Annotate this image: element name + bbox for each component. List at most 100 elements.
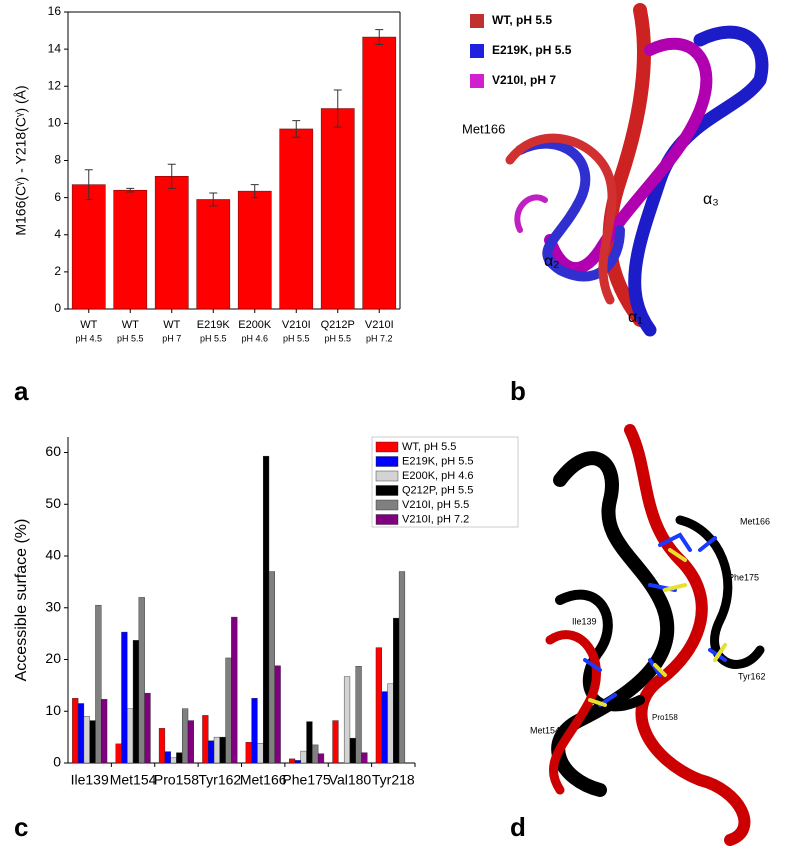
y-tick-label: 10 xyxy=(48,116,62,130)
legend-swatch xyxy=(470,74,484,88)
bar xyxy=(343,676,351,764)
bar xyxy=(89,720,96,764)
bar xyxy=(317,753,325,764)
error-bar xyxy=(333,89,342,128)
bar xyxy=(187,720,194,764)
error-bar xyxy=(84,169,93,200)
x-tick-label: WT xyxy=(80,319,97,331)
x-tick-sublabel: pH 5.5 xyxy=(283,333,310,343)
bar xyxy=(274,665,281,764)
bar xyxy=(170,757,177,764)
structure-label: Ile139 xyxy=(572,616,597,626)
structure-label: Phe175 xyxy=(728,572,759,582)
legend-label: V210I, pH 7.2 xyxy=(402,513,469,525)
bar xyxy=(237,190,272,310)
bar xyxy=(196,199,231,310)
y-tick-label: 4 xyxy=(54,227,61,241)
ribbon xyxy=(555,589,645,712)
x-tick-label: Met154 xyxy=(110,772,157,788)
bar xyxy=(127,708,134,764)
x-tick-label: WT xyxy=(163,319,180,331)
bar xyxy=(208,740,215,764)
bar xyxy=(164,751,171,764)
legend-label: E219K, pH 5.5 xyxy=(492,43,572,57)
bar xyxy=(182,708,189,764)
structure-label: α₃ xyxy=(703,191,719,208)
bar xyxy=(361,752,368,764)
bar xyxy=(393,617,400,764)
x-tick-sublabel: pH 7.2 xyxy=(366,333,393,343)
panel-label: c xyxy=(14,812,28,842)
bar xyxy=(231,616,238,764)
legend-swatch xyxy=(375,514,399,525)
structure-label: α₂ xyxy=(544,253,559,270)
bar xyxy=(362,36,397,310)
bar xyxy=(113,189,148,310)
y-tick-label: 20 xyxy=(45,650,61,666)
bar xyxy=(245,742,252,764)
legend-label: WT, pH 5.5 xyxy=(492,13,552,27)
x-tick-label: Val180 xyxy=(329,772,372,788)
legend-label: E219K, pH 5.5 xyxy=(402,455,474,467)
x-tick-label: E200K xyxy=(238,319,272,331)
error-bar xyxy=(250,184,259,199)
bar xyxy=(225,657,232,764)
y-tick-label: 6 xyxy=(54,190,61,204)
x-tick-sublabel: pH 7 xyxy=(162,333,181,343)
x-tick-sublabel: pH 5.5 xyxy=(117,333,144,343)
error-bar xyxy=(292,120,301,138)
ribbon xyxy=(544,37,713,275)
error-bar xyxy=(209,192,218,207)
x-tick-label: Pro158 xyxy=(154,772,199,788)
side-chain xyxy=(588,548,727,707)
panel-label: a xyxy=(14,376,29,406)
bar xyxy=(72,698,79,764)
x-tick-sublabel: pH 5.5 xyxy=(324,333,351,343)
panel-label: b xyxy=(510,376,526,406)
bar xyxy=(154,176,189,310)
bar xyxy=(71,184,106,310)
bar xyxy=(144,692,151,764)
bar xyxy=(262,455,270,764)
y-tick-label: 30 xyxy=(45,598,61,614)
y-axis-label: M166(Cᵞ) - Y218(Cᵞ) (Å) xyxy=(13,85,29,235)
y-tick-label: 50 xyxy=(45,495,61,511)
y-axis-label: Accessible surface (%) xyxy=(13,519,30,682)
bar xyxy=(132,640,140,764)
x-tick-label: Tyr162 xyxy=(198,772,241,788)
bar xyxy=(398,571,406,764)
bar xyxy=(257,743,264,764)
bar xyxy=(268,571,275,764)
y-tick-label: 0 xyxy=(54,301,61,315)
legend-swatch xyxy=(375,470,399,482)
legend-label: V210I, pH 7 xyxy=(492,73,556,87)
structure-label: Tyr162 xyxy=(738,671,766,681)
error-bar xyxy=(126,187,135,193)
panel-label: d xyxy=(510,812,526,842)
ribbon xyxy=(675,515,765,669)
structure-label: Pro158 xyxy=(652,713,678,722)
bar xyxy=(138,597,145,764)
x-tick-sublabel: pH 4.5 xyxy=(75,333,102,343)
bar xyxy=(251,698,258,764)
legend-swatch xyxy=(470,44,484,58)
ribbon xyxy=(602,3,651,327)
legend-label: WT, pH 5.5 xyxy=(402,441,456,453)
x-tick-label: Ile139 xyxy=(71,772,109,788)
x-tick-sublabel: pH 4.6 xyxy=(241,333,268,343)
error-bar xyxy=(167,163,176,189)
bar xyxy=(219,736,226,764)
bar xyxy=(289,758,296,764)
ribbon xyxy=(551,451,675,797)
ribbon xyxy=(514,194,548,233)
bar xyxy=(115,743,122,764)
y-tick-label: 10 xyxy=(45,702,61,718)
legend-swatch xyxy=(375,485,399,496)
ribbon xyxy=(505,133,617,305)
legend-label: V210I, pH 5.5 xyxy=(402,499,469,511)
legend-label: Q212P, pH 5.5 xyxy=(402,484,473,496)
bar xyxy=(279,128,314,310)
legend-label: E200K, pH 4.6 xyxy=(402,470,474,482)
bar xyxy=(355,666,362,764)
